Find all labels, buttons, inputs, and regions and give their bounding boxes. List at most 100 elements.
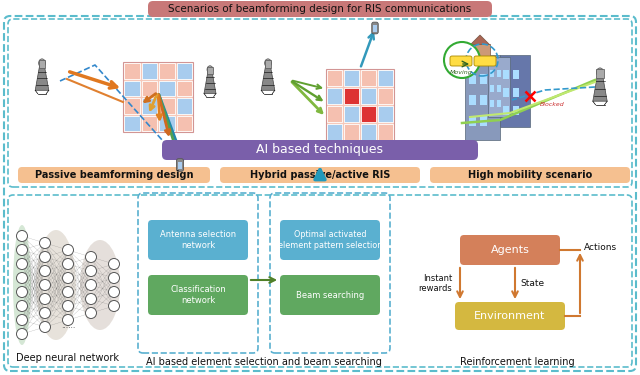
Bar <box>177 81 192 96</box>
Circle shape <box>17 300 28 312</box>
Bar <box>207 66 213 74</box>
Circle shape <box>40 237 51 249</box>
Text: Environment: Environment <box>474 311 546 321</box>
Circle shape <box>17 315 28 326</box>
Circle shape <box>63 286 74 297</box>
Circle shape <box>444 42 480 78</box>
Text: Optimal activated
element pattern selection: Optimal activated element pattern select… <box>278 230 382 250</box>
Bar <box>480 95 487 105</box>
Bar <box>141 98 157 114</box>
Text: Scenarios of beamforming design for RIS communications: Scenarios of beamforming design for RIS … <box>168 4 472 14</box>
Circle shape <box>40 252 51 262</box>
Circle shape <box>63 300 74 312</box>
Bar <box>480 74 487 84</box>
Bar <box>513 70 519 79</box>
FancyBboxPatch shape <box>430 167 630 183</box>
Bar <box>264 60 271 68</box>
Ellipse shape <box>13 225 31 345</box>
Bar <box>490 100 494 107</box>
Bar <box>503 106 509 115</box>
Bar <box>327 124 342 140</box>
Bar <box>177 63 192 78</box>
FancyBboxPatch shape <box>220 167 420 183</box>
Bar <box>361 124 376 140</box>
Circle shape <box>109 286 120 297</box>
Ellipse shape <box>80 240 120 330</box>
Circle shape <box>17 231 28 242</box>
Circle shape <box>17 273 28 284</box>
FancyBboxPatch shape <box>280 220 380 260</box>
FancyBboxPatch shape <box>148 275 248 315</box>
Text: Moving: Moving <box>450 70 473 75</box>
Polygon shape <box>593 76 607 101</box>
Bar <box>361 106 376 122</box>
Bar <box>344 106 359 122</box>
FancyBboxPatch shape <box>474 56 496 66</box>
Bar <box>124 98 140 114</box>
Ellipse shape <box>207 66 213 73</box>
Circle shape <box>40 308 51 318</box>
Circle shape <box>63 273 74 284</box>
Bar <box>141 63 157 78</box>
Bar <box>159 63 175 78</box>
Bar <box>503 88 509 97</box>
Bar <box>327 106 342 122</box>
Text: Actions: Actions <box>584 243 617 252</box>
Polygon shape <box>470 35 490 45</box>
FancyBboxPatch shape <box>148 220 248 260</box>
Bar <box>38 60 45 68</box>
Bar <box>465 55 500 140</box>
Text: Instant
rewards: Instant rewards <box>419 274 452 293</box>
FancyBboxPatch shape <box>280 275 380 315</box>
Bar <box>124 81 140 96</box>
Circle shape <box>86 252 97 262</box>
Bar <box>159 81 175 96</box>
FancyBboxPatch shape <box>18 167 210 183</box>
Bar <box>497 85 501 92</box>
Text: Deep neural network: Deep neural network <box>17 353 120 363</box>
Bar <box>361 88 376 104</box>
Bar <box>497 100 501 107</box>
Circle shape <box>86 266 97 276</box>
Bar <box>361 70 376 86</box>
Bar <box>344 70 359 86</box>
Text: Hybrid passive/active RIS: Hybrid passive/active RIS <box>250 170 390 180</box>
Ellipse shape <box>38 59 45 68</box>
FancyBboxPatch shape <box>148 1 492 17</box>
Text: Reinforcement learning: Reinforcement learning <box>460 357 575 367</box>
FancyBboxPatch shape <box>326 69 394 141</box>
Bar <box>469 116 476 126</box>
Bar <box>503 70 509 79</box>
Text: Antenna selection
network: Antenna selection network <box>160 230 236 250</box>
Circle shape <box>86 308 97 318</box>
Bar <box>596 69 604 78</box>
Bar <box>500 55 530 127</box>
FancyBboxPatch shape <box>450 56 472 66</box>
Bar <box>141 116 157 131</box>
Text: ......: ...... <box>61 321 75 330</box>
Bar <box>344 88 359 104</box>
Bar <box>159 116 175 131</box>
Circle shape <box>40 279 51 291</box>
Bar <box>490 85 494 92</box>
Circle shape <box>63 315 74 326</box>
FancyBboxPatch shape <box>372 22 378 34</box>
Bar <box>124 63 140 78</box>
Ellipse shape <box>36 230 76 340</box>
Bar <box>470 44 490 60</box>
Text: AI based element selection and beam searching: AI based element selection and beam sear… <box>146 357 382 367</box>
Circle shape <box>17 286 28 297</box>
Circle shape <box>63 244 74 255</box>
FancyBboxPatch shape <box>455 302 565 330</box>
Text: Agents: Agents <box>491 245 529 255</box>
Text: Passive beamforming design: Passive beamforming design <box>35 170 193 180</box>
Bar <box>490 70 494 77</box>
Bar <box>327 70 342 86</box>
Bar <box>178 162 182 169</box>
Bar <box>378 106 393 122</box>
Bar <box>378 88 393 104</box>
FancyBboxPatch shape <box>162 140 478 160</box>
Circle shape <box>109 258 120 270</box>
Polygon shape <box>261 66 275 90</box>
Bar <box>480 116 487 126</box>
